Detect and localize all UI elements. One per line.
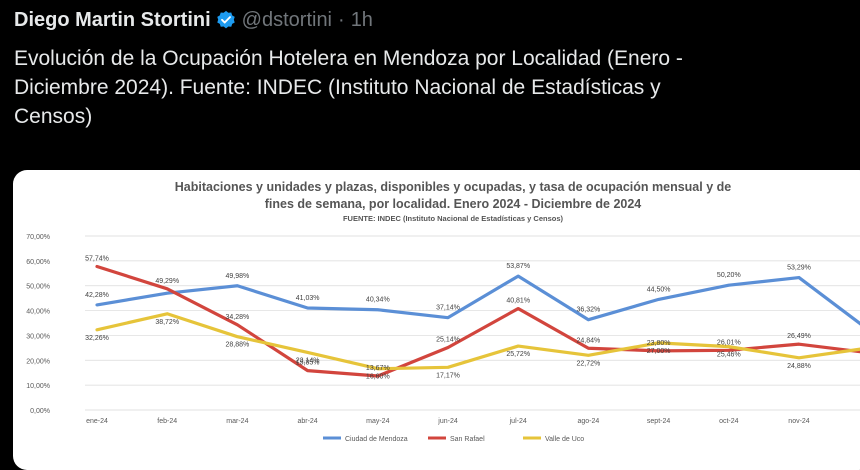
y-tick-label: 70,00% (26, 234, 50, 241)
y-tick-label: 60,00% (26, 259, 50, 266)
tweet-text: Evolución de la Ocupación Hotelera en Me… (14, 44, 860, 131)
data-label: 22,72% (577, 360, 601, 367)
y-tick-label: 20,00% (26, 358, 50, 365)
data-label: 17,17% (436, 372, 460, 379)
x-tick-label: may-24 (366, 418, 389, 425)
data-label: 40,34% (366, 297, 390, 304)
x-tick-label: abr-24 (297, 418, 317, 425)
x-tick-label: mar-24 (226, 418, 248, 425)
data-label: 36,32% (577, 307, 601, 314)
legend-label: Valle de Uco (545, 436, 584, 443)
data-label: 15,85% (296, 360, 320, 367)
chart-subtitle: FUENTE: INDEC (Instituto Nacional de Est… (343, 214, 564, 223)
data-label: 44,50% (647, 286, 671, 293)
data-label: 28,88% (226, 342, 250, 349)
x-tick-label: sept-24 (647, 418, 670, 425)
tweet-text-line: Diciembre 2024). Fuente: INDEC (Institut… (14, 76, 661, 99)
data-label: 49,98% (226, 273, 250, 280)
chart-series-lines (95, 264, 860, 378)
chart-data-labels: 42,28% 49,98% 41,03% 40,34% 37,14% 53,87% 36,3… (85, 255, 811, 381)
occupancy-line-chart: Habitaciones y unidades y plazas, dispon… (26, 180, 860, 443)
x-tick-label: jul-24 (509, 418, 527, 425)
y-tick-label: 50,00% (26, 284, 50, 291)
data-label: 32,26% (85, 335, 109, 342)
data-label: 25,46% (717, 352, 741, 359)
verified-badge-icon (216, 10, 236, 30)
data-label: 37,14% (436, 305, 460, 312)
data-label: 27,00% (647, 348, 671, 355)
y-axis: 0,00% 10,00% 20,00% 30,00% 40,00% 50,00% 60,00… (26, 234, 50, 415)
data-label: 26,01% (717, 339, 741, 346)
y-tick-label: 40,00% (26, 309, 50, 316)
x-tick-label: jun-24 (437, 418, 458, 425)
data-label: 23,14% (296, 357, 320, 364)
tweet-time[interactable]: 1h (350, 8, 373, 31)
data-label: 38,72% (155, 319, 179, 326)
data-label: 40,81% (506, 298, 530, 305)
chart-gridlines (85, 235, 860, 411)
series-line-3 (95, 312, 860, 371)
legend-label: Ciudad de Mendoza (345, 436, 408, 443)
data-label: 34,28% (226, 314, 250, 321)
chart-legend: Ciudad de Mendoza San Rafael Valle de Uco (323, 436, 584, 443)
data-label: 24,88% (787, 363, 811, 370)
data-label: 50,20% (717, 272, 741, 279)
data-label: 41,03% (296, 295, 320, 302)
y-tick-label: 10,00% (26, 383, 50, 390)
y-tick-label: 30,00% (26, 333, 50, 340)
separator-dot: · (338, 8, 345, 31)
data-label: 25,72% (506, 351, 530, 358)
data-label: 26,49% (787, 333, 811, 340)
author-name[interactable]: Diego Martin Stortini (14, 8, 211, 31)
tweet-text-line: Censos) (14, 105, 93, 128)
x-tick-label: ene-24 (86, 418, 108, 425)
data-label: 42,28% (85, 292, 109, 299)
y-tick-label: 0,00% (30, 408, 50, 415)
author-handle[interactable]: @dstortini (241, 8, 333, 31)
data-label: 49,29% (155, 278, 179, 285)
x-tick-label: ago-24 (578, 418, 600, 425)
x-tick-label: feb-24 (157, 418, 177, 425)
data-label: 16,60% (366, 374, 390, 381)
data-label: 53,29% (787, 265, 811, 272)
data-label: 57,74% (85, 255, 109, 262)
chart-title-line-1: Habitaciones y unidades y plazas, dispon… (175, 180, 731, 194)
data-label: 53,87% (506, 263, 530, 270)
x-tick-label: nov-24 (788, 418, 810, 425)
data-label: 24,84% (577, 337, 601, 344)
data-label: 25,14% (436, 337, 460, 344)
data-label: 23,80% (647, 340, 671, 347)
tweet-media-image[interactable]: Habitaciones y unidades y plazas, dispon… (13, 170, 860, 470)
tweet-header: Diego Martin Stortini @dstortini · 1h (14, 6, 373, 34)
legend-label: San Rafael (450, 436, 485, 443)
data-label: 13,67% (366, 365, 390, 372)
x-tick-label: oct-24 (719, 418, 739, 425)
chart-title-line-2: fines de semana, por localidad. Enero 20… (265, 197, 642, 211)
series-line-1 (95, 274, 860, 326)
tweet-text-line: Evolución de la Ocupación Hotelera en Me… (14, 47, 683, 70)
x-axis: ene-24 feb-24 mar-24 abr-24 may-24 jun-24 jul-… (86, 418, 810, 425)
